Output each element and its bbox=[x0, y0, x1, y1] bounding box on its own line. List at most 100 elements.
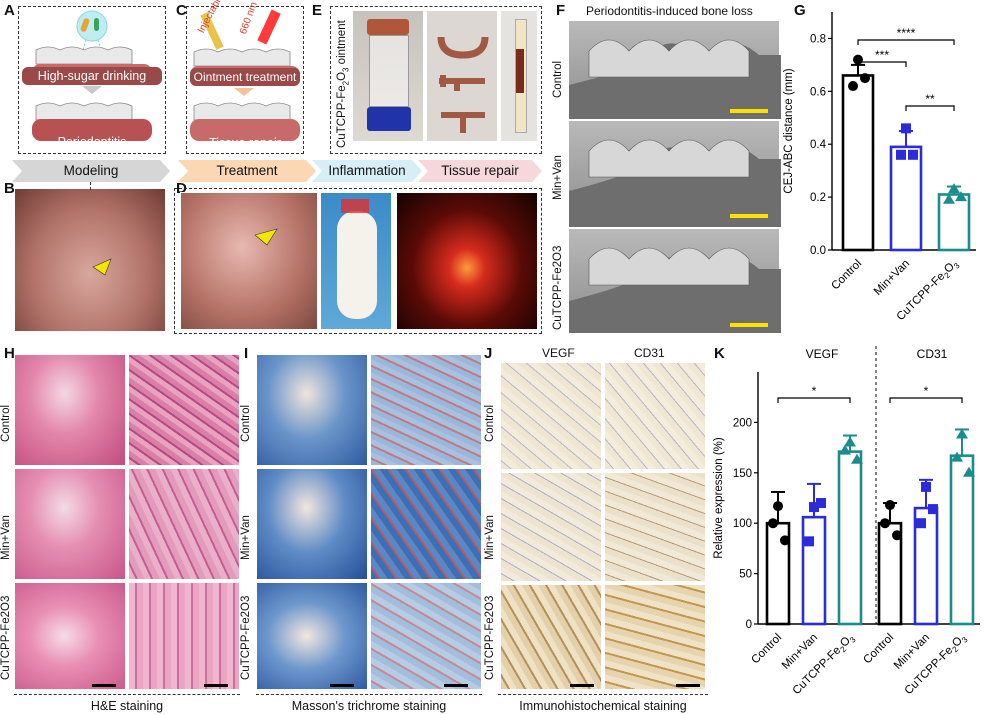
data-point bbox=[780, 535, 790, 546]
caption-masson: Masson's trichrome staining bbox=[291, 699, 447, 713]
data-point bbox=[848, 81, 858, 92]
ihc-vegf-cutcpp bbox=[500, 584, 602, 690]
bar bbox=[801, 515, 827, 626]
bar bbox=[913, 506, 939, 626]
teeth-icon bbox=[32, 102, 152, 141]
significance-bracket bbox=[857, 61, 907, 67]
masson-minvan-high bbox=[370, 468, 482, 580]
microct-control bbox=[568, 20, 781, 119]
panel-a-box bbox=[18, 6, 166, 154]
laser-irradiation-photo bbox=[396, 192, 538, 330]
data-point bbox=[892, 530, 902, 541]
step-label-ointment: Ointment treatment bbox=[190, 68, 300, 86]
scale-bar bbox=[330, 684, 354, 687]
chevron-down-icon bbox=[82, 86, 102, 94]
ihc-cd31-cutcpp bbox=[604, 584, 706, 690]
data-point bbox=[816, 498, 826, 509]
row-label-control: Control bbox=[552, 60, 564, 98]
stage-modeling: Modeling bbox=[12, 160, 170, 182]
bar bbox=[949, 454, 975, 626]
panel-e-box bbox=[330, 6, 542, 154]
group-label-cd31: CD31 bbox=[917, 347, 948, 361]
masson-cutcpp-low bbox=[256, 582, 368, 690]
arrowhead-icon bbox=[92, 258, 112, 276]
ointment-jar-photo bbox=[352, 10, 424, 142]
masson-cutcpp-high bbox=[370, 582, 482, 690]
row-label-cutcpp: CuTCPP-Fe2O3 bbox=[240, 595, 252, 680]
y-tick-label: 0.8 bbox=[810, 33, 826, 45]
he-cutcpp-high bbox=[128, 582, 240, 690]
mouse-mouth-photo bbox=[14, 188, 166, 332]
caption-ihc: Immunohistochemical staining bbox=[519, 699, 687, 713]
y-axis-label: CEJ-ABC distance (mm) bbox=[783, 68, 795, 193]
significance-label: **** bbox=[897, 26, 916, 40]
panel-label-f: F bbox=[556, 2, 566, 19]
ihc-cd31-control bbox=[604, 362, 706, 470]
syringe-photo bbox=[500, 10, 538, 142]
masson-minvan-low bbox=[256, 468, 368, 580]
panel-label-b: B bbox=[4, 180, 15, 197]
data-point bbox=[901, 123, 911, 134]
data-point bbox=[951, 451, 963, 462]
data-point bbox=[928, 504, 938, 515]
step-label-tissue-repair: Tissue repair bbox=[209, 136, 281, 150]
panel-label-a: A bbox=[4, 2, 15, 19]
x-tick-label: Control bbox=[829, 258, 864, 293]
y-tick-label: 50 bbox=[739, 569, 752, 581]
panel-label-c: C bbox=[176, 2, 187, 19]
data-point bbox=[809, 502, 819, 513]
y-tick-label: 0.2 bbox=[810, 192, 826, 204]
panel-c-box bbox=[186, 6, 304, 154]
row-label-min-van: Min+Van bbox=[0, 515, 12, 560]
scale-bar bbox=[204, 684, 228, 687]
y-tick-label: 0 bbox=[746, 619, 752, 631]
scale-bar bbox=[730, 214, 768, 218]
panel-label-e: E bbox=[312, 2, 323, 19]
ihc-cd31-minvan bbox=[604, 472, 706, 582]
chart-k: 0 50 100 150 200 Relative expression (%) Contr… bbox=[713, 346, 980, 697]
arrowhead-icon bbox=[254, 228, 278, 246]
he-control-high bbox=[128, 354, 240, 466]
panel-label-k: K bbox=[714, 345, 725, 362]
row-label-control: Control bbox=[0, 404, 12, 442]
data-point bbox=[921, 481, 931, 492]
data-point bbox=[916, 518, 926, 529]
significance-label: *** bbox=[875, 48, 889, 62]
data-point bbox=[908, 149, 918, 160]
data-point bbox=[773, 501, 783, 512]
ointment-shapes-photo bbox=[426, 10, 498, 142]
ihc-vegf-control bbox=[500, 362, 602, 470]
data-point bbox=[896, 149, 906, 160]
x-tick-label: Control bbox=[861, 632, 896, 667]
data-point bbox=[963, 466, 975, 477]
step-label-high-sugar: High-sugar drinking bbox=[22, 67, 162, 85]
col-label-cd31: CD31 bbox=[634, 346, 665, 360]
significance-bracket bbox=[857, 39, 955, 45]
significance-label: ** bbox=[925, 92, 935, 106]
group-label-vegf: VEGF bbox=[806, 347, 839, 361]
row-label-min-van: Min+Van bbox=[552, 155, 564, 200]
data-point bbox=[804, 536, 814, 547]
data-point bbox=[860, 73, 870, 84]
panel-label-i: I bbox=[244, 345, 249, 362]
scale-bar bbox=[730, 323, 768, 327]
scale-bar bbox=[570, 684, 594, 687]
data-point bbox=[955, 191, 967, 202]
scale-bar bbox=[92, 684, 116, 687]
bar bbox=[837, 450, 863, 626]
panel-label-h: H bbox=[4, 345, 15, 362]
row-label-control: Control bbox=[484, 404, 496, 442]
data-point bbox=[948, 183, 960, 194]
bacteria-icon bbox=[80, 18, 90, 32]
stage-treatment: Treatment bbox=[178, 160, 316, 182]
he-minvan-low bbox=[14, 468, 126, 580]
y-tick-label: 0.6 bbox=[810, 86, 826, 98]
caption-he: H&E staining bbox=[90, 699, 164, 713]
row-label-cutcpp: CuTCPP-Fe2O3 bbox=[0, 595, 12, 680]
treatment-mouth-photo bbox=[180, 192, 318, 330]
significance-bracket bbox=[905, 105, 955, 111]
mouse-laser-photo bbox=[320, 192, 392, 330]
he-cutcpp-low bbox=[14, 582, 126, 690]
y-tick-label: 200 bbox=[733, 417, 752, 429]
scale-bar bbox=[676, 684, 700, 687]
